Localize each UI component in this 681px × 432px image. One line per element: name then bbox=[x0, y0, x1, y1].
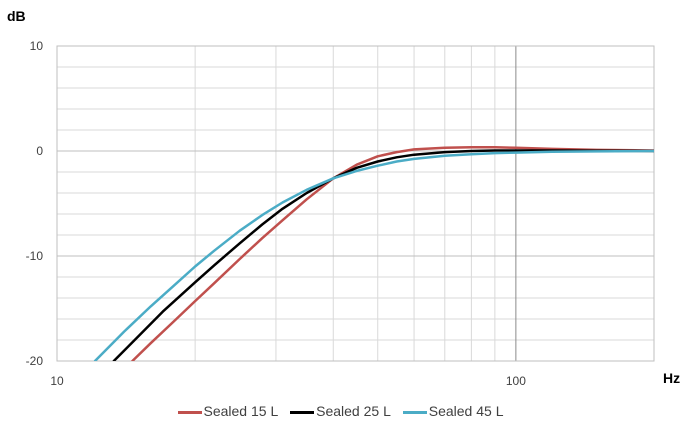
x-tick-label: 10 bbox=[50, 374, 64, 388]
legend: Sealed 15 L Sealed 25 L Sealed 45 L bbox=[0, 403, 681, 419]
x-axis-unit-label: Hz bbox=[663, 370, 681, 386]
minor-gridlines bbox=[57, 46, 655, 361]
y-tick-label: 10 bbox=[30, 39, 44, 53]
y-axis-unit-label: dB bbox=[7, 8, 26, 24]
legend-item-sealed-45: Sealed 45 L bbox=[402, 403, 504, 419]
legend-swatch bbox=[177, 410, 202, 414]
legend-item-sealed-25: Sealed 25 L bbox=[290, 403, 391, 419]
legend-swatch bbox=[402, 410, 427, 414]
y-tick-label: -20 bbox=[26, 354, 44, 368]
legend-label: Sealed 45 L bbox=[428, 403, 504, 419]
y-tick-label: 0 bbox=[36, 144, 43, 158]
legend-label: Sealed 15 L bbox=[203, 403, 279, 419]
series-line-3 bbox=[93, 149, 654, 361]
series-layer bbox=[93, 146, 654, 361]
x-tick-label: 100 bbox=[506, 374, 526, 388]
major-gridlines bbox=[56, 45, 655, 362]
legend-swatch bbox=[290, 410, 315, 414]
y-tick-label: -10 bbox=[26, 249, 44, 263]
legend-item-sealed-15: Sealed 15 L bbox=[177, 403, 279, 419]
series-line-1 bbox=[131, 146, 654, 361]
plot-border bbox=[56, 45, 655, 362]
legend-label: Sealed 25 L bbox=[316, 403, 391, 419]
series-line-2 bbox=[112, 149, 654, 361]
